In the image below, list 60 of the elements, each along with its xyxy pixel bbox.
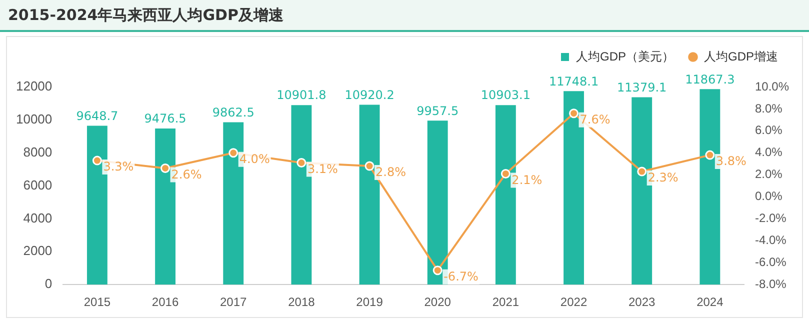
point — [705, 150, 715, 160]
chart-title: 2015-2024年马来西亚人均GDP及增速 — [0, 0, 809, 32]
data-label: 2.1% — [512, 172, 542, 187]
y-tick-label: 2000 — [23, 243, 52, 258]
y-tick-label: 12000 — [16, 78, 52, 94]
y2-tick-label: 2.0% — [754, 167, 783, 182]
y2-tick-label: -2.0% — [754, 211, 787, 226]
y2-tick-label: 8.0% — [754, 101, 783, 116]
point — [160, 163, 170, 173]
point — [228, 148, 238, 158]
data-label: 3.1% — [307, 162, 338, 176]
x-tick-label: 2019 — [356, 295, 384, 310]
y2-tick-label: 10.0% — [754, 79, 790, 94]
x-tick-label: 2018 — [288, 295, 316, 310]
y2-tick-label: 4.0% — [754, 145, 783, 160]
y2-tick-label: 6.0% — [754, 123, 783, 138]
y-tick-label: 8000 — [23, 144, 52, 160]
y2-tick-label: -8.0% — [754, 276, 787, 291]
data-label: 10920.2 — [344, 88, 394, 102]
point — [296, 158, 306, 168]
x-tick-label: 2020 — [424, 295, 452, 310]
point — [432, 266, 442, 276]
x-tick-label: 2021 — [492, 295, 520, 310]
y2-tick-label: -6.0% — [754, 254, 787, 269]
x-tick-label: 2022 — [560, 295, 588, 310]
y-tick-label: 0 — [44, 276, 52, 292]
data-label: -6.7% — [444, 269, 478, 284]
data-label: 2.3% — [648, 170, 678, 185]
y2-tick-label: 0.0% — [754, 189, 783, 204]
x-tick-label: 2015 — [84, 295, 111, 310]
point — [569, 108, 579, 118]
y-tick-label: 6000 — [23, 177, 52, 192]
data-label: 11867.3 — [685, 72, 735, 86]
y2-tick-label: -4.0% — [754, 233, 787, 247]
data-label: 9476.5 — [144, 112, 186, 126]
data-label: 7.6% — [580, 112, 610, 126]
x-tick-label: 2016 — [152, 295, 179, 310]
data-label: 9862.5 — [212, 105, 254, 120]
x-tick-label: 2023 — [628, 295, 656, 310]
data-label: 4.0% — [239, 152, 270, 166]
point — [92, 156, 102, 166]
y-tick-label: 10000 — [16, 112, 52, 127]
data-label: 10903.1 — [480, 88, 530, 102]
data-label: 3.3% — [103, 160, 134, 174]
data-label: 11379.1 — [617, 80, 667, 94]
point — [500, 168, 510, 178]
point — [637, 166, 647, 176]
data-label: 3.8% — [716, 154, 746, 168]
point — [364, 161, 374, 171]
data-label: 10901.8 — [276, 88, 326, 102]
y-tick-label: 4000 — [23, 210, 52, 226]
data-label: 9648.7 — [76, 108, 118, 123]
legend-label: 人均GDP（美元） — [576, 49, 674, 64]
data-label: 2.6% — [171, 167, 202, 182]
data-label: 9957.5 — [416, 104, 459, 118]
data-label: 11748.1 — [548, 74, 599, 88]
legend-label: 人均GDP增速 — [704, 49, 778, 64]
x-tick-label: 2017 — [220, 295, 248, 310]
data-label: 2.8% — [376, 165, 406, 180]
x-tick-label: 2024 — [696, 295, 724, 310]
